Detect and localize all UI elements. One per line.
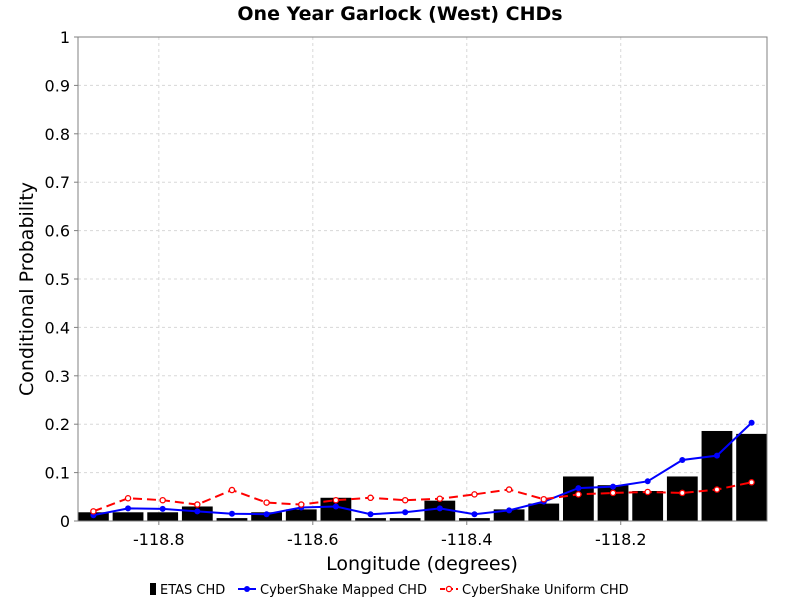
data-point — [575, 491, 582, 498]
legend-marker — [244, 586, 250, 592]
bar — [112, 512, 144, 521]
data-point — [679, 457, 686, 464]
y-axis-label: Conditional Probability — [16, 182, 38, 396]
x-tick-label: -118.8 — [133, 530, 185, 549]
bar — [147, 512, 179, 521]
data-point — [609, 489, 617, 497]
data-point — [194, 501, 201, 508]
data-point — [332, 503, 339, 510]
bar — [355, 518, 386, 521]
bar — [736, 433, 767, 521]
legend-item: ETAS CHD — [150, 583, 225, 598]
legend-swatch — [150, 583, 156, 595]
series-line — [93, 481, 752, 513]
data-point — [540, 495, 547, 503]
data-point — [159, 505, 166, 512]
axis-ticks: 0 0.1 0.2 0.3 0.4 0.5 0.6 0.7 0.8 0.9 1 -118.8 -118.… — [45, 28, 647, 549]
data-point — [125, 505, 132, 512]
data-point — [436, 495, 444, 502]
data-point — [471, 511, 478, 518]
y-tick-label: 0.6 — [45, 222, 70, 241]
x-tick-label: -118.4 — [441, 530, 493, 549]
bar — [216, 518, 248, 521]
y-tick-label: 0.4 — [45, 318, 70, 337]
legend-label: ETAS CHD — [160, 583, 225, 598]
data-point — [679, 489, 686, 497]
data-point — [298, 501, 305, 508]
data-point — [748, 419, 755, 426]
data-point — [506, 507, 513, 514]
data-point — [263, 511, 270, 518]
x-tick-label: -118.2 — [595, 530, 647, 549]
data-point — [401, 496, 409, 504]
legend-label: CyberShake Mapped CHD — [260, 583, 427, 598]
y-tick-label: 0 — [60, 512, 70, 531]
legend-item: CyberShake Uniform CHD — [440, 583, 629, 598]
x-tick-label: -118.6 — [287, 530, 339, 549]
data-point — [644, 488, 651, 496]
legend-label: CyberShake Uniform CHD — [462, 583, 629, 598]
y-tick-label: 0.1 — [45, 464, 70, 483]
y-tick-label: 0.9 — [45, 76, 70, 95]
chart-title: One Year Garlock (West) CHDs — [237, 3, 562, 25]
legend-marker — [445, 585, 453, 593]
bar — [528, 503, 560, 521]
bar — [666, 476, 698, 521]
data-point — [124, 495, 132, 502]
bar — [562, 476, 594, 521]
y-tick-label: 0.7 — [45, 173, 70, 192]
data-point — [263, 499, 270, 506]
data-point — [610, 483, 617, 490]
bar — [389, 518, 421, 521]
bar — [493, 509, 525, 521]
y-tick-label: 0.2 — [45, 415, 70, 434]
data-point — [713, 486, 721, 493]
data-point — [194, 508, 201, 515]
legend-item: CyberShake Mapped CHD — [238, 583, 427, 598]
data-point — [367, 511, 374, 518]
data-point — [505, 486, 513, 493]
data-point — [436, 505, 443, 512]
series-line — [93, 422, 753, 517]
data-point — [228, 510, 235, 517]
bar — [285, 509, 317, 521]
y-tick-label: 0.8 — [45, 125, 70, 144]
y-tick-label: 1 — [60, 28, 70, 47]
y-tick-label: 0.5 — [45, 270, 70, 289]
data-point — [332, 496, 340, 504]
bar — [459, 518, 490, 521]
data-point — [90, 508, 97, 515]
series-lines — [90, 419, 755, 519]
data-point — [575, 485, 582, 492]
data-point — [471, 491, 478, 498]
data-point — [367, 494, 374, 502]
bar — [632, 490, 664, 521]
data-point — [748, 479, 755, 486]
legend: ETAS CHD CyberShake Mapped CHD CyberShake … — [150, 583, 629, 598]
data-point — [713, 452, 720, 459]
x-axis-label: Longitude (degrees) — [326, 553, 518, 575]
data-point — [159, 496, 166, 504]
data-point — [644, 478, 651, 485]
y-tick-label: 0.3 — [45, 367, 70, 386]
data-point — [402, 509, 409, 516]
data-point — [228, 486, 236, 494]
